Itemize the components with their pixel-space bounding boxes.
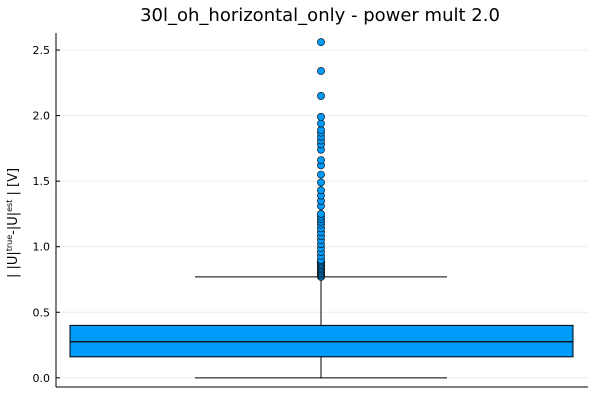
outlier-point <box>317 38 325 47</box>
y-tick-label: 2.5 <box>33 44 51 57</box>
y-tick-label: 0.5 <box>33 306 51 319</box>
y-tick-label: 2.0 <box>33 110 51 123</box>
outlier-point <box>317 178 325 187</box>
outlier-points <box>317 38 325 281</box>
y-tick-label: 0.0 <box>33 372 51 385</box>
outlier-point <box>317 156 325 165</box>
y-tick-label: 1.5 <box>33 175 51 188</box>
interquartile-box <box>69 324 574 358</box>
outlier-point <box>317 210 325 218</box>
outlier-point <box>317 119 325 128</box>
chart-title: 30l_oh_horizontal_only - power mult 2.0 <box>140 5 500 26</box>
y-axis-label: | |U|true-|U|est | [V] <box>5 168 21 278</box>
outlier-point <box>317 67 325 75</box>
outlier-point <box>317 113 325 121</box>
axes <box>55 33 588 388</box>
outlier-point <box>317 126 325 134</box>
y-ticks: 0.0 0.5 1.0 1.5 2.0 2.5 <box>33 44 60 385</box>
y-tick-label: 1.0 <box>33 241 51 254</box>
outlier-point <box>317 170 325 179</box>
box-plot <box>69 276 574 379</box>
outlier-point <box>317 92 325 100</box>
outlier-point <box>317 186 325 195</box>
